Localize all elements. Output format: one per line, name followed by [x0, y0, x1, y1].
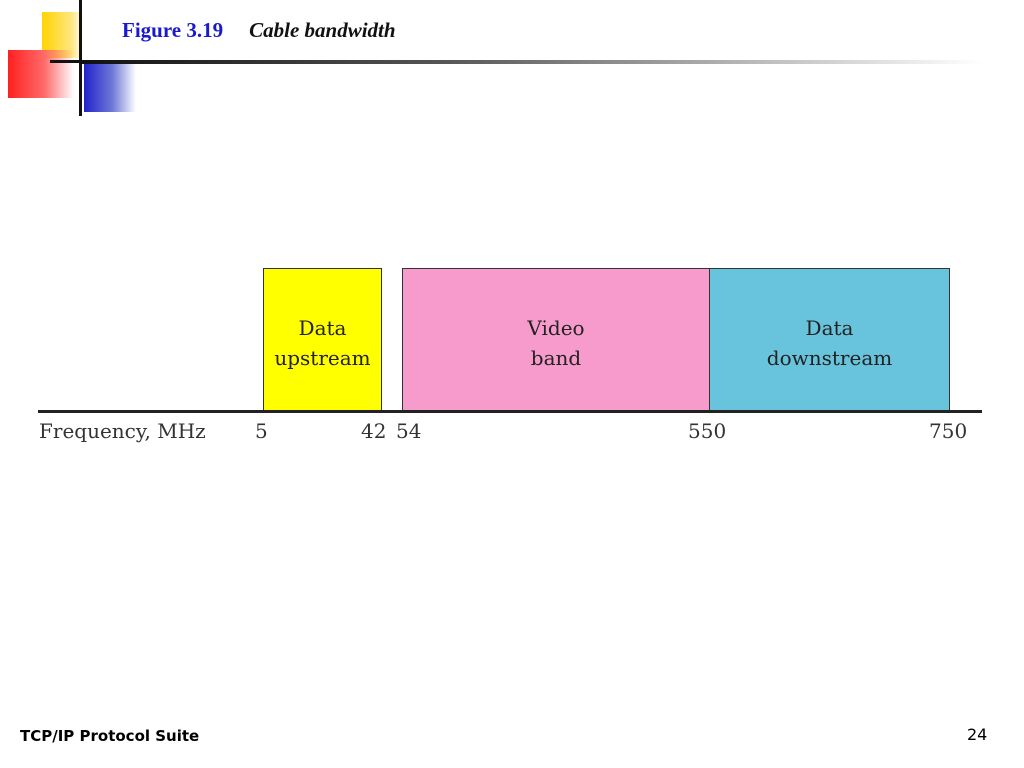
band-label-line1: Data [805, 316, 854, 340]
band-label-line2: upstream [274, 346, 371, 370]
figure-number: Figure 3.19 [122, 18, 224, 42]
axis-label: Frequency, MHz [39, 419, 206, 443]
tick-label: 5 [255, 419, 268, 443]
band-label-line2: band [530, 346, 582, 370]
band-data-upstream: Data upstream [263, 268, 382, 412]
band-label-line1: Video [527, 316, 585, 340]
band-label-line2: downstream [766, 346, 893, 370]
band-data-downstream: Data downstream [709, 268, 950, 412]
logo-horizontal-line [50, 60, 82, 63]
slide-title: Figure 3.19 Cable bandwidth [122, 18, 396, 43]
title-rule [82, 60, 982, 64]
tick-label: 550 [688, 419, 727, 443]
footer-text: TCP/IP Protocol Suite [20, 727, 200, 745]
frequency-axis [38, 410, 982, 413]
band-video: Video band [402, 268, 710, 412]
logo-vertical-line [79, 0, 82, 116]
tick-label: 54 [396, 419, 422, 443]
page-number: 24 [967, 725, 988, 744]
logo-red-square [8, 50, 74, 98]
logo-blue-square [84, 62, 136, 112]
figure-caption: Cable bandwidth [249, 18, 396, 42]
tick-label: 750 [929, 419, 968, 443]
slide-logo [0, 0, 140, 120]
band-label-line1: Data [298, 316, 347, 340]
tick-label: 42 [361, 419, 387, 443]
